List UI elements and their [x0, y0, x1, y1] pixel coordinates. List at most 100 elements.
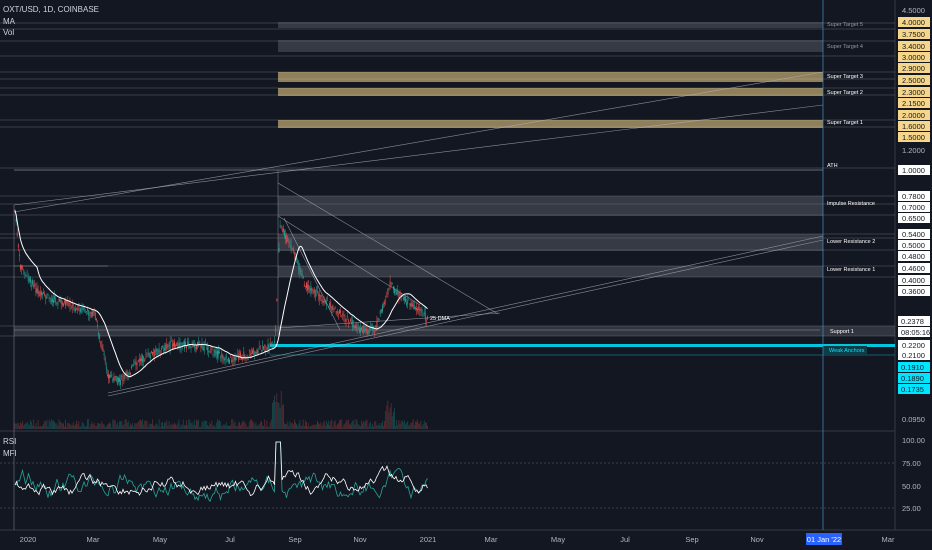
candle-body: [389, 281, 391, 288]
candle-body: [114, 375, 116, 377]
ma-indicator-label[interactable]: MA: [3, 17, 15, 26]
volume-bar: [368, 423, 370, 429]
candle-body: [45, 296, 47, 299]
candle-body: [325, 301, 327, 306]
candle-body: [65, 300, 66, 306]
cursor-date-bg: [806, 533, 842, 545]
volume-bar: [57, 425, 59, 429]
candle-body: [409, 303, 411, 306]
candle-body: [218, 350, 219, 354]
candle-body: [312, 291, 314, 292]
volume-bar: [101, 421, 103, 429]
volume-bar: [83, 425, 85, 429]
volume-bar: [141, 421, 142, 429]
candle-body: [234, 356, 236, 362]
volume-bar: [78, 420, 80, 429]
candle-body: [276, 298, 278, 302]
volume-bar: [187, 424, 189, 429]
price-tick: 4.0000: [902, 18, 925, 27]
candle-body: [20, 265, 21, 270]
volume-bar: [391, 415, 393, 429]
candle-body: [157, 353, 159, 354]
candle-body: [32, 280, 33, 285]
price-tag: 0.2378: [901, 317, 924, 326]
rsi-indicator-label[interactable]: RSI: [3, 437, 17, 446]
candle-body: [108, 374, 109, 379]
time-tick: Jul: [225, 535, 235, 544]
candle-body: [87, 308, 88, 311]
candle-body: [298, 263, 300, 270]
volume-bar: [364, 421, 366, 429]
volume-bar: [410, 422, 412, 429]
volume-bar: [48, 419, 50, 429]
price-tick: 0.5400: [902, 230, 925, 239]
volume-bar: [409, 424, 411, 429]
volume-bar: [93, 422, 95, 429]
volume-bar: [212, 425, 214, 429]
volume-bar: [253, 422, 255, 429]
vol-indicator-label[interactable]: Vol: [3, 28, 15, 37]
volume-bar: [420, 420, 422, 429]
weak-anchor-band: [270, 344, 895, 347]
candle-body: [377, 318, 379, 320]
volume-bar: [60, 422, 62, 429]
volume-bar: [290, 423, 292, 429]
volume-bar: [379, 425, 381, 429]
candle-body: [350, 319, 351, 322]
price-tick: 0.7000: [902, 203, 925, 212]
volume-bar: [365, 420, 367, 429]
price-tag-bg: [898, 87, 930, 97]
candle-body: [345, 319, 347, 322]
volume-bar: [395, 426, 396, 429]
price-tag-bg: [898, 350, 930, 360]
candle-body: [215, 351, 217, 355]
volume-bar: [341, 419, 343, 429]
volume-bar: [351, 422, 352, 429]
volume-bar: [333, 421, 335, 429]
price-tick: 2.5000: [902, 76, 925, 85]
candle-body: [229, 359, 230, 364]
volume-bar: [250, 419, 251, 429]
volume-bar: [43, 423, 44, 429]
candle-body: [113, 376, 115, 381]
volume-bar: [387, 400, 389, 429]
volume-bar: [378, 423, 380, 429]
candle-body: [384, 301, 385, 304]
volume-bar: [254, 424, 256, 429]
candle-body: [261, 350, 262, 351]
price-tick: 0.2100: [902, 351, 925, 360]
volume-bar: [295, 422, 296, 429]
time-axis[interactable]: 2020 Mar May Jul Sep Nov 2021 Mar May Jul Sep Nov Ma…: [20, 0, 895, 545]
candle-body: [105, 366, 107, 370]
candle-body: [309, 288, 311, 292]
candle-body: [277, 277, 279, 279]
volume-bar: [35, 423, 37, 429]
volume-bar: [113, 420, 115, 429]
volume-bar: [195, 425, 196, 429]
price-axis[interactable]: 4.5000 4.0000 3.7500 3.4000 3.0000 2.9000 2.50…: [898, 6, 930, 513]
volume-bar: [42, 425, 43, 429]
volume-bar: [292, 424, 294, 429]
volume-bar: [116, 422, 118, 429]
volume-bar: [319, 423, 321, 429]
candle-body: [255, 352, 257, 354]
candle-body: [368, 327, 370, 333]
candle-body: [107, 374, 108, 376]
volume-bar: [229, 425, 230, 429]
candle-body: [287, 237, 289, 242]
price-tick: 3.0000: [902, 53, 925, 62]
weak-anchor-label-bg: [823, 346, 867, 354]
volume-bar: [154, 426, 156, 429]
volume-bar: [192, 424, 194, 429]
volume-bar: [374, 421, 376, 429]
candle-body: [81, 308, 83, 310]
volume-bar: [85, 426, 86, 429]
volume-bar: [75, 424, 76, 429]
volume-bar: [376, 425, 378, 429]
volume-bar: [174, 422, 175, 429]
candle-body: [49, 297, 51, 299]
volume-bar: [126, 422, 128, 429]
volume-bar: [184, 425, 185, 429]
mfi-indicator-label[interactable]: MFI: [3, 449, 17, 458]
